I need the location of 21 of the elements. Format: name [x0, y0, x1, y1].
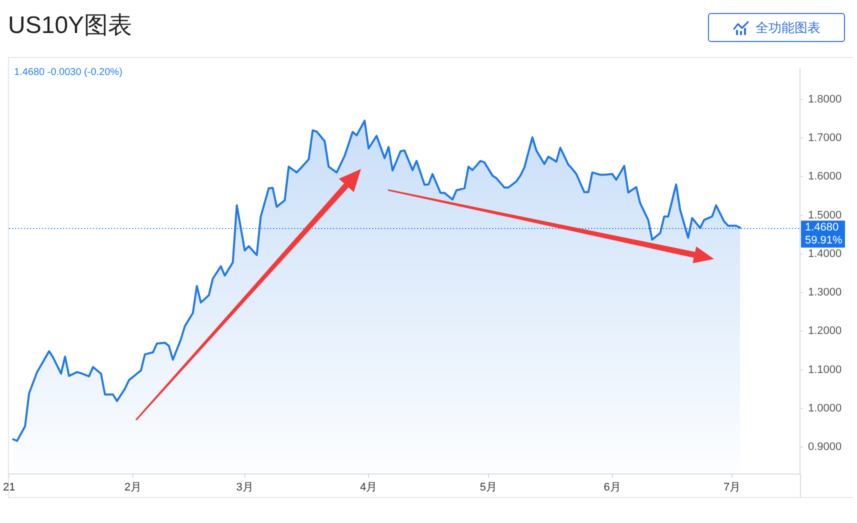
- y-tick-label: 1.2000: [808, 325, 842, 338]
- x-tick-label: 5月: [480, 482, 498, 494]
- x-tick-label: 2月: [124, 482, 142, 494]
- y-tick-label: 1.6000: [808, 170, 842, 183]
- y-tick-label: 0.9000: [808, 441, 842, 454]
- x-tick-label: 4月: [360, 482, 378, 494]
- y-tick-label: 1.0000: [808, 402, 842, 414]
- ref-line-label: 1.4680 59.91%: [805, 222, 843, 247]
- y-tick-label: 1.3000: [808, 286, 842, 299]
- y-tick-label: 1.8000: [808, 94, 842, 106]
- x-tick-label: 3月: [236, 482, 254, 494]
- x-tick-label: 21: [2, 482, 16, 494]
- x-tick-label: 6月: [604, 482, 621, 494]
- chart-title: US10Y图表: [8, 11, 132, 41]
- x-tick-label: 7月: [724, 482, 741, 494]
- chart-subtitle: 1.4680 -0.0030 (-0.20%): [14, 67, 122, 79]
- y-tick-label: 1.1000: [808, 364, 842, 376]
- y-tick-label: 1.4000: [808, 248, 842, 260]
- y-tick-label: 1.7000: [808, 132, 842, 144]
- full-chart-button[interactable]: 全功能图表: [708, 13, 845, 42]
- y-tick-label: 1.5000: [808, 209, 842, 222]
